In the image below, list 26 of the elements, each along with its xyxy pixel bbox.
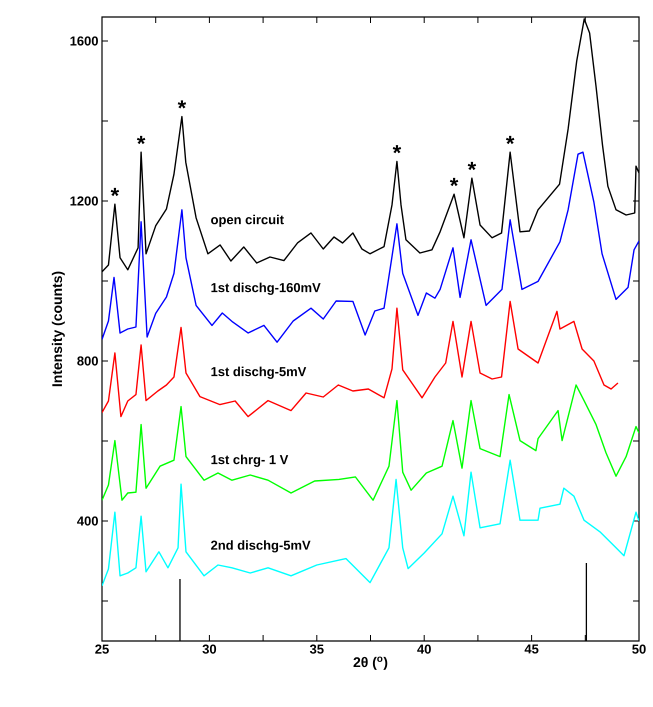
series-label: 1st dischg-160mV — [211, 282, 321, 295]
series-label: 2nd dischg-5mV — [211, 540, 311, 552]
series-label: open circuit — [211, 214, 284, 227]
x-axis-title: 2θ ($^{o}$) — [354, 656, 388, 670]
x-tick-label: 25 — [95, 644, 109, 654]
annotation: * — [506, 136, 514, 144]
line-series — [102, 384, 640, 501]
annotation: * — [468, 162, 476, 170]
annotation: * — [450, 178, 458, 186]
y-tick-label: 1600 — [70, 36, 98, 46]
annotation: * — [178, 100, 186, 108]
x-tick-label: 50 — [632, 644, 646, 654]
annotation: * — [136, 136, 146, 144]
y-tick-label: 400 — [77, 516, 98, 526]
x-tick-label: 35 — [310, 644, 324, 654]
x-tick-label: 30 — [202, 644, 216, 654]
line-series — [102, 300, 619, 418]
x-tick-label: 45 — [524, 644, 538, 654]
y-tick-label: 1200 — [70, 196, 98, 206]
annotation: * — [110, 188, 120, 196]
annotation: * — [392, 145, 402, 154]
x-tick-label: 40 — [417, 644, 431, 654]
y-axis-title: Intensity (counts) — [52, 272, 65, 386]
series-label: 1st dischg-5mV — [211, 366, 306, 379]
y-tick-label: 800 — [77, 356, 98, 366]
series-label: 1st chrg- 1 V — [211, 454, 288, 467]
